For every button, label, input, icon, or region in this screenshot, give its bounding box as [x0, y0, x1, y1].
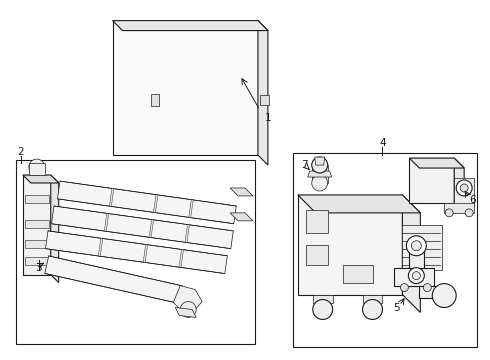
Polygon shape — [149, 220, 153, 238]
Text: 6: 6 — [469, 195, 475, 205]
Circle shape — [312, 157, 328, 173]
Polygon shape — [444, 203, 474, 213]
Polygon shape — [230, 213, 253, 221]
Text: 3: 3 — [35, 263, 42, 273]
Circle shape — [445, 209, 453, 217]
Polygon shape — [230, 188, 253, 196]
Circle shape — [313, 300, 333, 319]
Circle shape — [432, 284, 456, 307]
Polygon shape — [260, 95, 269, 105]
Polygon shape — [298, 195, 420, 213]
Polygon shape — [308, 171, 332, 177]
Polygon shape — [175, 307, 196, 318]
Circle shape — [312, 175, 328, 191]
Polygon shape — [173, 285, 202, 310]
Polygon shape — [23, 175, 59, 183]
Circle shape — [29, 159, 45, 175]
Polygon shape — [315, 157, 325, 165]
Polygon shape — [25, 257, 49, 265]
Text: 1: 1 — [265, 113, 271, 123]
Circle shape — [413, 272, 420, 280]
Polygon shape — [143, 244, 147, 262]
Text: 7: 7 — [301, 160, 308, 170]
Polygon shape — [25, 220, 49, 228]
Polygon shape — [179, 249, 183, 267]
Text: 5: 5 — [393, 302, 400, 312]
Text: 4: 4 — [379, 138, 386, 148]
Polygon shape — [46, 231, 227, 274]
Polygon shape — [25, 240, 49, 248]
Polygon shape — [113, 21, 268, 31]
Circle shape — [456, 180, 472, 196]
Polygon shape — [185, 225, 190, 242]
Circle shape — [408, 268, 424, 284]
Polygon shape — [394, 268, 434, 285]
Polygon shape — [98, 238, 103, 256]
Polygon shape — [51, 206, 233, 249]
Polygon shape — [104, 213, 109, 231]
Polygon shape — [45, 256, 182, 303]
Circle shape — [412, 241, 421, 251]
Polygon shape — [306, 245, 328, 265]
Polygon shape — [409, 158, 454, 203]
Polygon shape — [343, 265, 372, 283]
Polygon shape — [23, 175, 51, 275]
Polygon shape — [409, 158, 464, 168]
Circle shape — [460, 184, 468, 192]
Polygon shape — [454, 178, 474, 206]
Polygon shape — [153, 195, 158, 212]
Polygon shape — [29, 163, 45, 175]
Polygon shape — [151, 94, 159, 106]
Polygon shape — [51, 175, 59, 283]
Polygon shape — [313, 294, 333, 302]
Polygon shape — [57, 181, 236, 224]
Polygon shape — [363, 294, 383, 302]
Polygon shape — [189, 200, 193, 217]
Polygon shape — [306, 210, 328, 233]
Polygon shape — [258, 21, 268, 165]
Polygon shape — [402, 225, 442, 270]
Polygon shape — [298, 195, 402, 294]
Circle shape — [400, 284, 408, 292]
Polygon shape — [312, 165, 328, 183]
Polygon shape — [409, 248, 424, 268]
Circle shape — [180, 302, 196, 318]
Text: 2: 2 — [18, 147, 24, 157]
Polygon shape — [419, 285, 449, 298]
Circle shape — [423, 284, 431, 292]
Polygon shape — [454, 158, 464, 213]
Circle shape — [406, 236, 426, 256]
Circle shape — [465, 209, 473, 217]
Circle shape — [363, 300, 383, 319]
Polygon shape — [109, 189, 114, 206]
Polygon shape — [402, 195, 420, 312]
Polygon shape — [113, 21, 258, 155]
Polygon shape — [25, 195, 49, 203]
